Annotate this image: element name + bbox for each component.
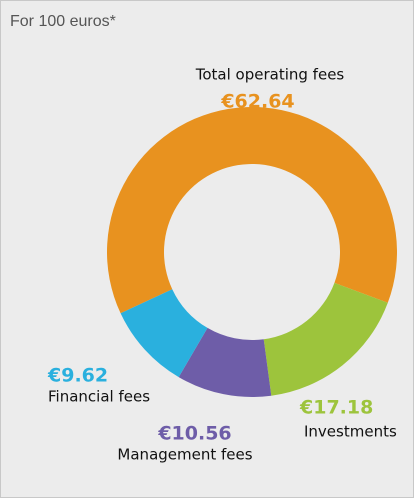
category-label: Investments bbox=[304, 423, 397, 441]
category-label: Management fees bbox=[117, 446, 252, 464]
donut-slice bbox=[178, 327, 272, 397]
category-label: Financial fees bbox=[48, 388, 150, 406]
value-label: €17.18 bbox=[299, 397, 373, 419]
donut-slice bbox=[107, 107, 398, 314]
donut-slice bbox=[120, 289, 208, 378]
chart-title: For 100 euros* bbox=[10, 13, 116, 30]
value-label: €62.64 bbox=[220, 91, 294, 113]
value-label: €10.56 bbox=[157, 423, 231, 445]
donut-slice bbox=[263, 282, 388, 396]
category-label: Total operating fees bbox=[195, 66, 345, 84]
value-label: €9.62 bbox=[47, 365, 108, 387]
